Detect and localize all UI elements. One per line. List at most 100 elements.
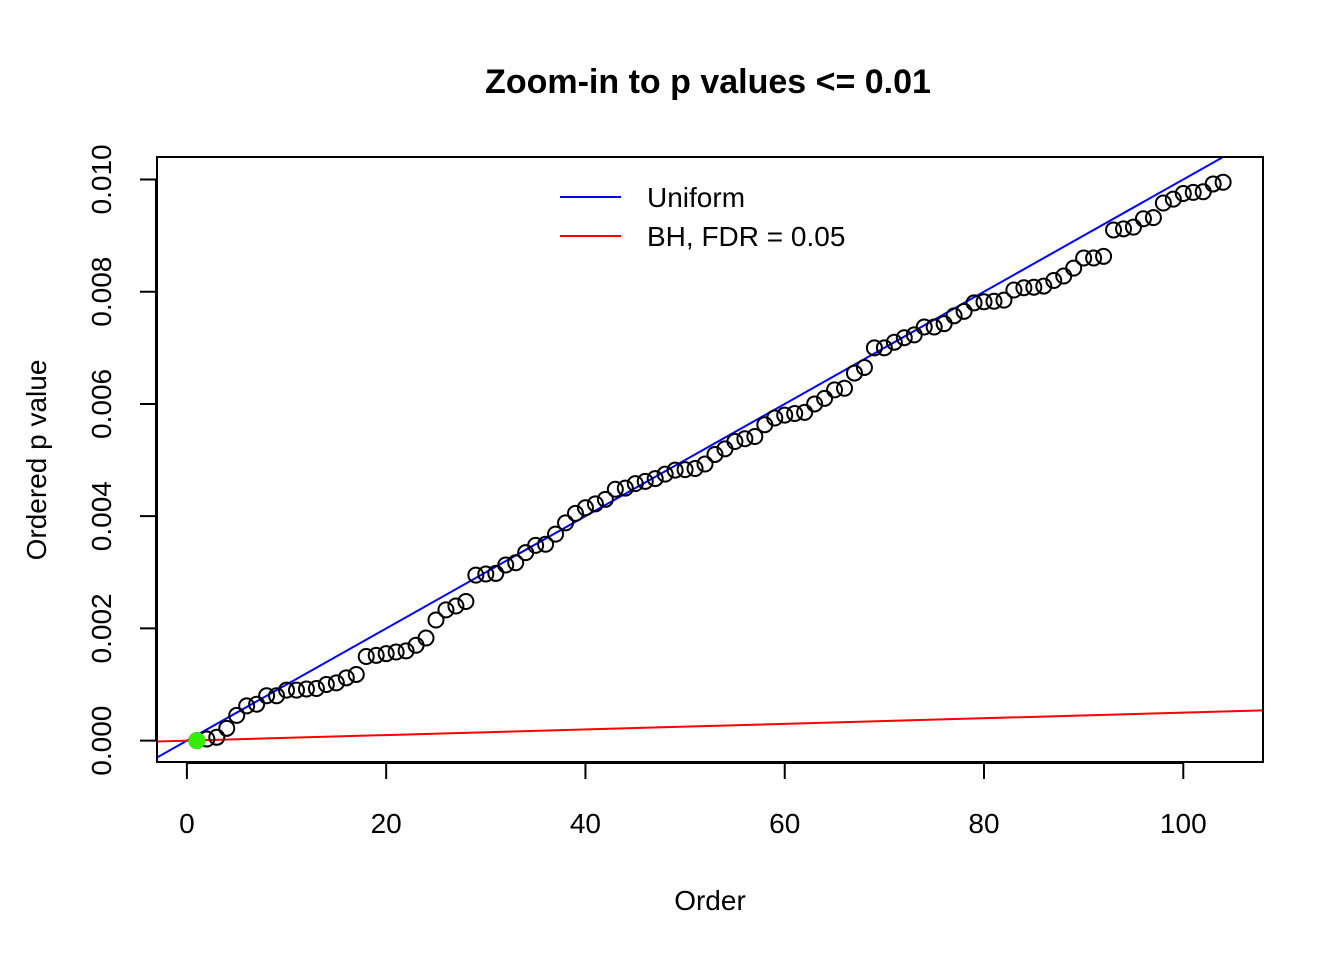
data-point [925,318,943,336]
data-point [776,406,794,424]
data-point [457,592,475,610]
data-point [766,409,784,427]
data-point [806,395,824,413]
data-point [377,645,395,663]
reference-line-2 [157,709,1263,743]
legend-label: BH, FDR = 0.05 [647,221,845,252]
reference-line-1 [157,157,1226,759]
data-point [1115,220,1133,238]
data-point [507,554,525,572]
data-point [337,669,355,687]
reference-lines [157,157,1263,759]
data-point [885,333,903,351]
data-point [208,728,226,746]
data-point [1105,221,1123,239]
data-point [706,445,724,463]
data-point [1164,190,1182,208]
data-point [467,566,485,584]
data-point [636,472,654,490]
data-point [1095,247,1113,265]
data-point [547,525,565,543]
data-point [258,687,276,705]
data-point [606,480,624,498]
data-point [995,291,1013,309]
data-point [1065,259,1083,277]
data-point [307,679,325,697]
y-axis-label: Ordered p value [21,360,52,561]
highlight-point [188,732,206,750]
data-point [746,427,764,445]
data-point [1144,209,1162,227]
data-point [527,536,545,554]
data-point [945,307,963,325]
data-point [297,680,315,698]
data-point [228,706,246,724]
data-point [955,302,973,320]
data-point [1124,218,1142,236]
data-point [875,339,893,357]
data-point [537,535,555,553]
x-tick-label: 100 [1160,808,1207,839]
data-point [287,681,305,699]
data-point [497,556,515,574]
data-point [865,339,883,357]
data-point [1184,183,1202,201]
data-point [816,389,834,407]
data-point [786,404,804,422]
legend-label: Uniform [647,182,745,213]
data-point [477,565,495,583]
data-point [1134,210,1152,228]
data-points [188,173,1232,750]
data-point [317,676,335,694]
x-axis-label: Order [674,885,746,916]
data-point [696,455,714,473]
plot-area [157,157,1263,759]
data-point [1035,277,1053,295]
highlight-layer [188,732,206,750]
data-point [1204,175,1222,193]
data-point [1025,278,1043,296]
data-point [268,687,286,705]
data-point [895,329,913,347]
data-point [975,293,993,311]
data-point [397,642,415,660]
y-tick-label: 0.010 [86,144,117,214]
data-point [686,459,704,477]
data-point [417,629,435,647]
y-tick-label: 0.006 [86,369,117,439]
data-point [1154,194,1172,212]
data-point [238,697,256,715]
data-point [278,681,296,699]
y-tick-label: 0.008 [86,257,117,327]
x-tick-label: 20 [371,808,402,839]
data-point [447,597,465,615]
data-point [1045,271,1063,289]
data-point [796,403,814,421]
x-axis: 0 20 40 60 80 100 [179,762,1207,839]
chart-title: Zoom-in to p values <= 0.01 [485,63,931,101]
data-point [586,495,604,513]
data-point [387,643,405,661]
data-point [646,470,664,488]
data-point [367,646,385,664]
y-axis: 0.000 0.002 0.004 0.006 0.008 0.010 [86,144,157,776]
data-point [616,479,634,497]
data-point [965,294,983,312]
x-tick-label: 80 [968,808,999,839]
data-point [566,504,584,522]
x-tick-label: 40 [570,808,601,839]
data-point [666,461,684,479]
data-point [1085,249,1103,267]
data-point [736,430,754,448]
data-point [1005,281,1023,299]
data-point [1015,279,1033,297]
data-point [915,318,933,336]
x-tick-label: 0 [179,808,195,839]
data-point [836,379,854,397]
data-point [826,381,844,399]
data-point [248,695,266,713]
data-point [1075,249,1093,267]
y-tick-label: 0.002 [86,593,117,663]
y-tick-label: 0.000 [86,706,117,776]
